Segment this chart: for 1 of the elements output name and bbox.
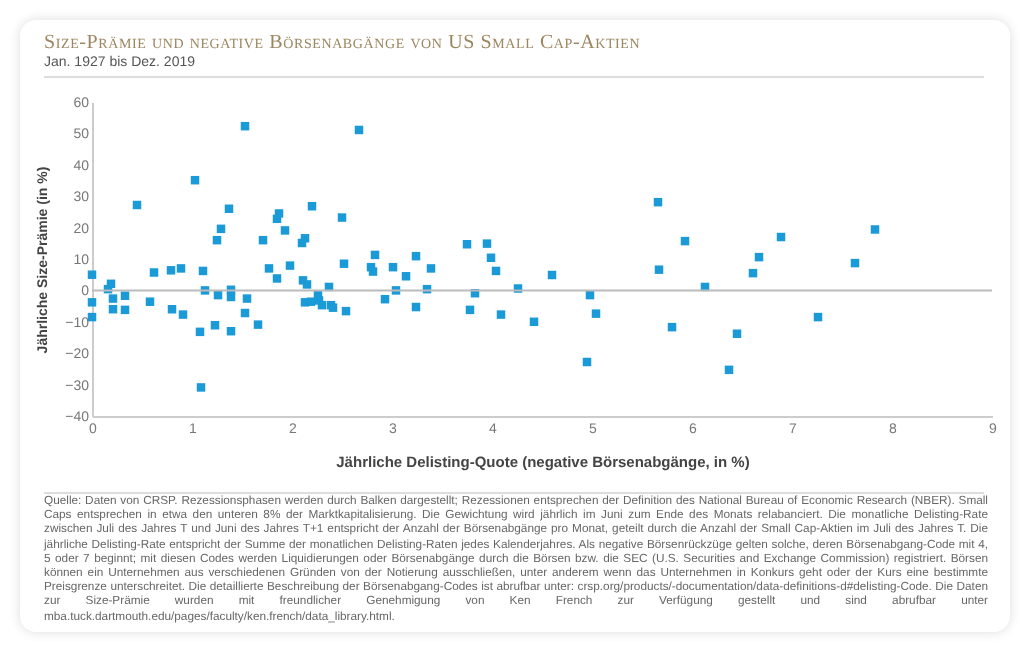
chart-title: Size-Prämie und negative Börsenabgänge von US Small Cap-Aktien <box>44 32 641 54</box>
